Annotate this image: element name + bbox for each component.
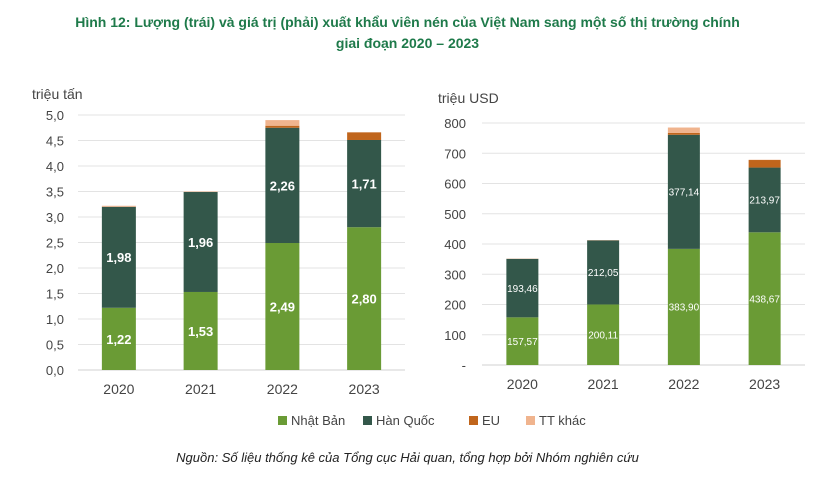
bar-japan-2022 [667, 248, 700, 365]
legend-swatch-eu [469, 416, 478, 425]
y-tick-label: 1,5 [46, 287, 64, 302]
y-tick-label: - [462, 358, 466, 373]
bar-eu-2022 [667, 132, 700, 135]
value-chart: triệu USD - 100 200 300 400 500 600 700 800 157,57… [438, 90, 805, 392]
x-tick-label: 2021 [588, 376, 619, 392]
y-unit-label: triệu USD [438, 90, 499, 106]
data-label: 377,14 [669, 188, 700, 199]
chart-legend: Nhật Bản Hàn Quốc EU TT khác [278, 413, 586, 428]
data-label: 1,22 [106, 332, 131, 347]
y-tick-label: 1,0 [46, 312, 64, 327]
legend-label-japan: Nhật Bản [291, 413, 345, 428]
bar-korea-2021 [183, 192, 218, 292]
y-tick-label: 0,5 [46, 338, 64, 353]
bar-korea-2022 [265, 127, 300, 244]
data-label: 2,80 [351, 292, 376, 307]
source-note: Nguồn: Số liệu thống kê của Tổng cục Hải… [176, 450, 639, 465]
bar-korea-2020 [506, 258, 539, 318]
bar-japan-2020 [101, 307, 136, 370]
bar-japan-2022 [265, 243, 300, 370]
y-unit-label: triệu tấn [32, 86, 83, 102]
data-label: 1,98 [106, 250, 131, 265]
y-tick-label: 700 [444, 146, 466, 161]
bar-korea-2023 [748, 167, 781, 233]
x-tick-label: 2020 [507, 376, 538, 392]
x-tick-label: 2020 [103, 381, 134, 397]
y-tick-label: 600 [444, 177, 466, 192]
data-label: 213,97 [749, 196, 780, 207]
legend-label-other: TT khác [539, 413, 586, 428]
bar-japan-2020 [506, 317, 539, 365]
data-label: 212,05 [588, 268, 619, 279]
data-label: 2,26 [270, 178, 295, 193]
data-label: 200,11 [588, 331, 618, 342]
x-tick-label: 2021 [185, 381, 216, 397]
bar-japan-2021 [587, 304, 620, 365]
y-tick-label: 100 [444, 328, 466, 343]
y-tick-label: 800 [444, 116, 466, 131]
legend-swatch-other [526, 416, 535, 425]
bar-korea-2022 [667, 134, 700, 249]
data-label: 157,57 [507, 337, 538, 348]
x-tick-label: 2022 [668, 376, 699, 392]
data-label: 383,90 [669, 303, 700, 314]
legend-label-eu: EU [482, 413, 500, 428]
data-label: 1,96 [188, 235, 213, 250]
bar-korea-2021 [587, 240, 620, 305]
x-tick-label: 2022 [267, 381, 298, 397]
bar-japan-2023 [347, 227, 382, 370]
bar-eu-2023 [347, 132, 382, 140]
legend-label-korea: Hàn Quốc [376, 413, 435, 428]
y-tick-label: 300 [444, 267, 466, 282]
y-tick-label: 500 [444, 207, 466, 222]
y-tick-label: 3,0 [46, 210, 64, 225]
volume-chart: triệu tấn 0,0 0,5 1,0 1,5 2,0 2,5 3,0 3,5 4,0 4,5 5… [32, 86, 405, 397]
y-tick-label: 4,5 [46, 134, 64, 149]
data-label: 2,49 [270, 299, 295, 314]
x-tick-label: 2023 [749, 376, 780, 392]
bar-korea-2020 [101, 206, 136, 308]
data-label: 438,67 [749, 294, 780, 305]
y-tick-label: 5,0 [46, 108, 64, 123]
figure-title-line1: Hình 12: Lượng (trái) và giá trị (phải) … [75, 14, 740, 30]
bar-korea-2023 [347, 139, 382, 228]
y-tick-label: 4,0 [46, 159, 64, 174]
data-label: 1,71 [351, 177, 376, 192]
y-tick-label: 400 [444, 237, 466, 252]
figure-title-line2: giai đoạn 2020 – 2023 [335, 35, 480, 51]
bar-other-2022 [667, 127, 700, 133]
data-label: 1,53 [188, 324, 213, 339]
figure-title: Hình 12: Lượng (trái) và giá trị (phải) … [0, 12, 815, 54]
y-tick-label: 2,5 [46, 236, 64, 251]
bar-japan-2023 [748, 232, 781, 365]
bar-other-2020 [101, 205, 136, 207]
bar-other-2022 [265, 120, 300, 126]
data-label: 193,46 [507, 284, 538, 295]
bar-eu-2022 [265, 125, 300, 128]
legend-swatch-korea [363, 416, 372, 425]
x-tick-label: 2023 [349, 381, 380, 397]
y-tick-label: 3,5 [46, 185, 64, 200]
y-tick-label: 2,0 [46, 261, 64, 276]
bar-eu-2023 [748, 160, 781, 168]
legend-swatch-japan [278, 416, 287, 425]
y-tick-label: 200 [444, 298, 466, 313]
bar-other-2021 [183, 191, 218, 193]
bar-japan-2021 [183, 291, 218, 370]
y-tick-label: 0,0 [46, 363, 64, 378]
